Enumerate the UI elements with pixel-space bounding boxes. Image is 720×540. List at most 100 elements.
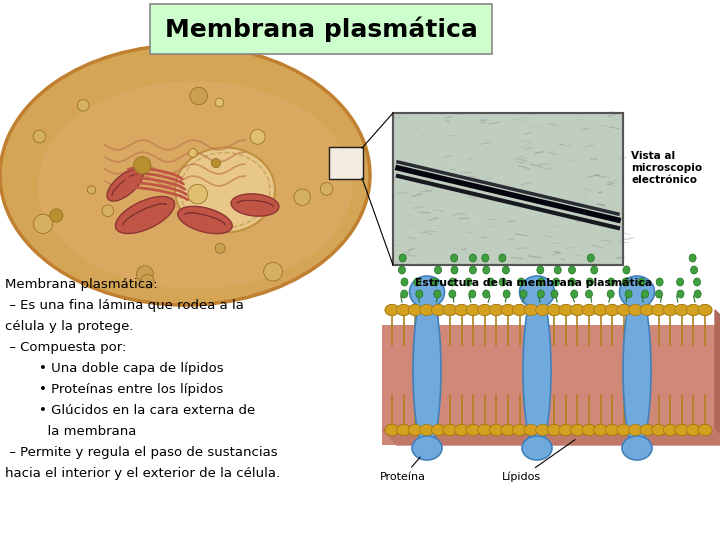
Ellipse shape: [686, 305, 701, 315]
Ellipse shape: [466, 424, 480, 436]
Ellipse shape: [559, 305, 573, 315]
Ellipse shape: [414, 278, 421, 286]
Ellipse shape: [469, 266, 477, 274]
Ellipse shape: [625, 290, 632, 298]
Ellipse shape: [582, 424, 596, 436]
Ellipse shape: [478, 424, 492, 436]
Ellipse shape: [606, 424, 619, 436]
Ellipse shape: [622, 436, 652, 460]
Ellipse shape: [294, 189, 310, 206]
Ellipse shape: [623, 288, 651, 452]
Ellipse shape: [570, 424, 585, 436]
Ellipse shape: [629, 424, 642, 436]
Ellipse shape: [640, 305, 654, 315]
Ellipse shape: [320, 183, 333, 195]
Ellipse shape: [524, 424, 538, 436]
Ellipse shape: [569, 266, 575, 274]
Ellipse shape: [608, 278, 615, 286]
Ellipse shape: [587, 278, 593, 286]
Ellipse shape: [606, 305, 619, 315]
Ellipse shape: [523, 288, 551, 452]
Ellipse shape: [499, 278, 506, 286]
Ellipse shape: [499, 254, 506, 262]
Ellipse shape: [431, 305, 446, 315]
Text: – Compuesta por:: – Compuesta por:: [5, 341, 127, 354]
Ellipse shape: [443, 305, 457, 315]
Ellipse shape: [524, 305, 538, 315]
FancyBboxPatch shape: [329, 147, 363, 179]
Text: • Proteínas entre los lípidos: • Proteínas entre los lípidos: [5, 383, 223, 396]
Ellipse shape: [568, 278, 575, 286]
Ellipse shape: [478, 305, 492, 315]
Polygon shape: [715, 310, 720, 445]
Ellipse shape: [547, 424, 562, 436]
Ellipse shape: [677, 290, 684, 298]
Ellipse shape: [501, 424, 515, 436]
Ellipse shape: [133, 157, 151, 174]
Ellipse shape: [385, 424, 399, 436]
Ellipse shape: [570, 305, 585, 315]
Ellipse shape: [536, 305, 549, 315]
Ellipse shape: [675, 424, 689, 436]
Ellipse shape: [690, 266, 698, 274]
Ellipse shape: [663, 424, 678, 436]
Ellipse shape: [594, 424, 608, 436]
Ellipse shape: [570, 305, 585, 315]
Ellipse shape: [434, 290, 441, 298]
Ellipse shape: [178, 206, 233, 234]
Ellipse shape: [640, 305, 654, 315]
Ellipse shape: [686, 424, 701, 436]
Ellipse shape: [188, 184, 207, 204]
Ellipse shape: [397, 424, 410, 436]
Text: Vista al
microscopio
electrónico: Vista al microscopio electrónico: [631, 151, 702, 185]
Ellipse shape: [524, 305, 538, 315]
Ellipse shape: [33, 130, 46, 143]
Ellipse shape: [559, 424, 573, 436]
FancyBboxPatch shape: [150, 4, 492, 54]
Ellipse shape: [0, 45, 370, 305]
Ellipse shape: [215, 243, 225, 253]
Ellipse shape: [663, 305, 678, 315]
Text: hacia el interior y el exterior de la célula.: hacia el interior y el exterior de la cé…: [5, 467, 280, 480]
Ellipse shape: [553, 278, 559, 286]
Ellipse shape: [231, 194, 279, 216]
Ellipse shape: [537, 290, 544, 298]
Ellipse shape: [629, 305, 642, 315]
Ellipse shape: [607, 290, 614, 298]
Ellipse shape: [520, 276, 554, 308]
Ellipse shape: [443, 424, 457, 436]
Ellipse shape: [466, 305, 480, 315]
Ellipse shape: [102, 205, 114, 217]
Ellipse shape: [408, 424, 422, 436]
Ellipse shape: [656, 278, 663, 286]
Ellipse shape: [189, 148, 197, 157]
Ellipse shape: [518, 278, 525, 286]
Ellipse shape: [663, 305, 678, 315]
Ellipse shape: [420, 305, 433, 315]
Ellipse shape: [698, 424, 712, 436]
Ellipse shape: [454, 305, 469, 315]
Ellipse shape: [623, 266, 630, 274]
Ellipse shape: [397, 305, 410, 315]
Ellipse shape: [401, 290, 408, 298]
Ellipse shape: [652, 424, 665, 436]
Ellipse shape: [590, 266, 598, 274]
Ellipse shape: [582, 424, 596, 436]
Text: célula y la protege.: célula y la protege.: [5, 320, 133, 333]
Ellipse shape: [537, 266, 544, 274]
Ellipse shape: [693, 278, 701, 286]
Ellipse shape: [570, 424, 585, 436]
Ellipse shape: [466, 305, 480, 315]
Ellipse shape: [175, 147, 275, 233]
Ellipse shape: [490, 424, 503, 436]
Text: Lípidos: Lípidos: [502, 440, 575, 483]
Text: Membrana plasmática:: Membrana plasmática:: [5, 278, 158, 291]
Ellipse shape: [689, 254, 696, 262]
Ellipse shape: [483, 266, 490, 274]
Ellipse shape: [629, 424, 642, 436]
Ellipse shape: [50, 209, 63, 222]
Ellipse shape: [675, 305, 689, 315]
Ellipse shape: [399, 254, 406, 262]
Ellipse shape: [524, 424, 538, 436]
Text: • Una doble capa de lípidos: • Una doble capa de lípidos: [5, 362, 224, 375]
